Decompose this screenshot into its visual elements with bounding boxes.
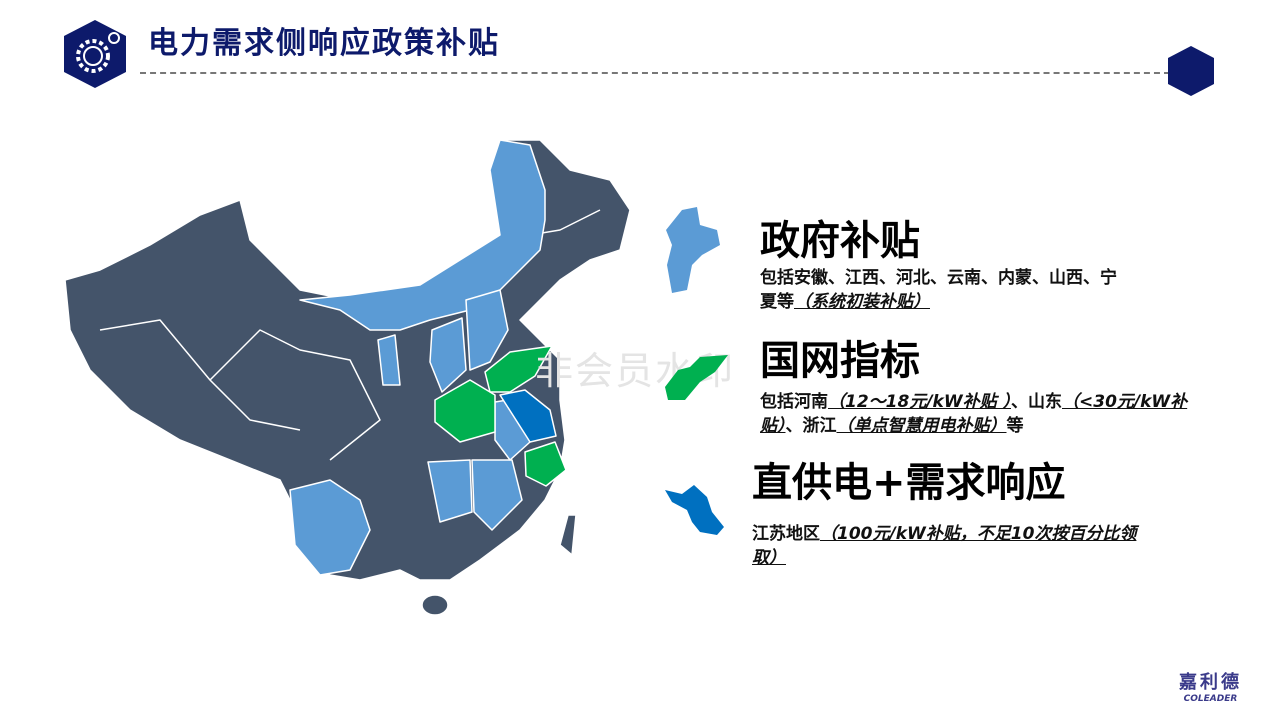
map-jiangsu <box>499 389 557 443</box>
section-text: 、浙江 <box>785 416 837 436</box>
map-henan <box>434 379 496 443</box>
section-title: 政府补贴 <box>760 218 920 264</box>
section-note: （系统初装补贴） <box>794 292 930 312</box>
map-zhejiang <box>524 441 567 487</box>
section-direct-supply: 直供电+需求响应 江苏地区（100元/kW补贴，不足10次按百分比领取） <box>752 450 1142 570</box>
map-hebei <box>465 289 509 371</box>
section-text: 包括安徽、江西、河北、云南、内蒙、山西、宁夏等 <box>760 268 1117 312</box>
section-text: 、山东 <box>1011 392 1062 412</box>
shandong-map-icon <box>665 355 728 400</box>
hexagon-icon <box>1168 46 1214 96</box>
map-ningxia <box>377 334 401 386</box>
map-shanxi <box>429 317 467 393</box>
gear-worker-logo-icon <box>64 20 126 88</box>
section-title: 国网指标 <box>760 338 920 384</box>
logo-en: COLEADER <box>1183 694 1238 704</box>
map-jiangxi <box>471 459 523 531</box>
section-note: （单点智慧用电补贴） <box>836 416 1007 436</box>
map-yunnan <box>289 479 371 576</box>
title-divider <box>140 72 1170 74</box>
map-hainan <box>421 594 449 616</box>
section-note: （12～18元/kW补贴 ） <box>828 392 1011 412</box>
china-map <box>64 139 631 616</box>
map-hunan <box>427 459 473 523</box>
company-logo: 嘉利德 COLEADER <box>1179 668 1242 704</box>
logo-cn: 嘉利德 <box>1179 672 1242 693</box>
map-shandong <box>484 345 553 393</box>
section-text: 江苏地区 <box>752 524 820 544</box>
map-taiwan <box>559 514 577 556</box>
section-text: 等 <box>1006 416 1024 436</box>
section-note: （<30元/kW补贴） <box>760 392 1188 436</box>
section-gov-subsidy: 政府补贴 包括安徽、江西、河北、云南、内蒙、山西、宁夏等（系统初装补贴） <box>760 208 1130 314</box>
map-inner-mongolia <box>299 139 546 331</box>
section-note: （100元/kW补贴，不足10次按百分比领取） <box>752 524 1137 568</box>
section-grid-quota: 国网指标 包括河南（12～18元/kW补贴 ）、山东（<30元/kW补贴）、浙江… <box>760 328 1220 438</box>
page-title: 电力需求侧响应政策补贴 <box>148 26 500 61</box>
section-title: 直供电+需求响应 <box>752 460 1066 506</box>
hebei-map-icon <box>666 207 720 293</box>
section-text: 包括河南 <box>760 392 828 412</box>
jiangsu-map-icon <box>665 485 724 535</box>
